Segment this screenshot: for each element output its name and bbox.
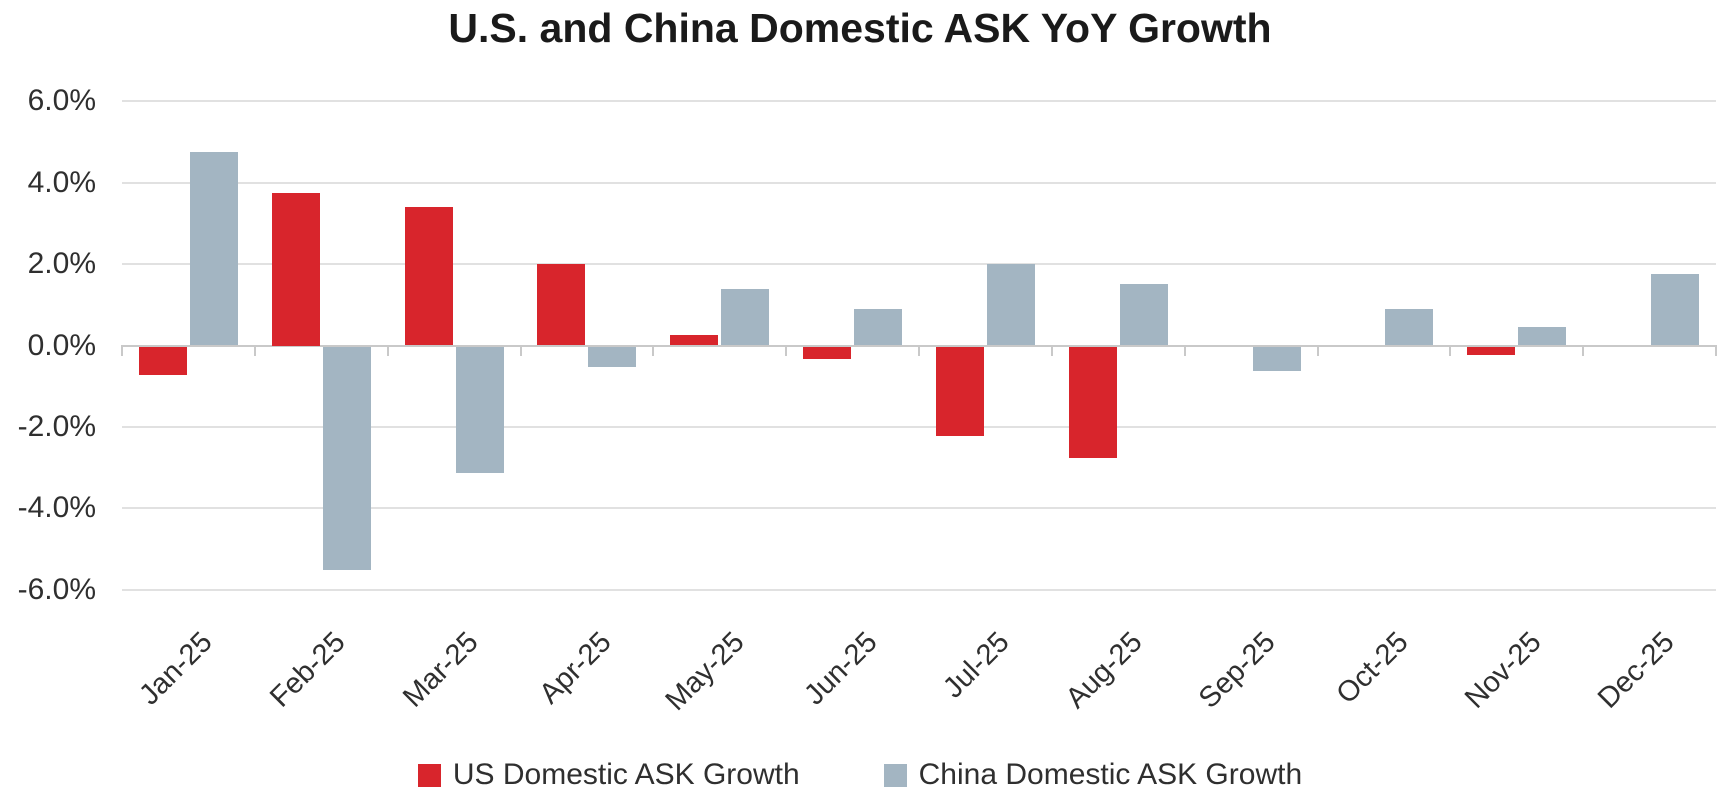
y-tick-label-4-0: 4.0% — [27, 165, 96, 199]
axis-tick — [1050, 344, 1053, 356]
bar-us-nov-25 — [1467, 346, 1516, 355]
bar-china-sep-25 — [1252, 346, 1301, 371]
bar-china-oct-25 — [1385, 308, 1434, 346]
legend-item-us-domestic-ask-growth: US Domestic ASK Growth — [417, 758, 800, 792]
y-tick-label-4-0: -4.0% — [17, 491, 96, 525]
bar-china-jun-25 — [854, 308, 903, 346]
bar-us-jul-25 — [935, 346, 984, 437]
bar-china-feb-25 — [322, 346, 371, 571]
legend: US Domestic ASK Growth China Domestic ASK… — [0, 758, 1720, 792]
gridline-6-0 — [122, 100, 1716, 103]
y-tick-label-6-0: 6.0% — [27, 84, 96, 118]
gridline-2-0 — [122, 425, 1716, 428]
bar-china-aug-25 — [1119, 284, 1168, 346]
bar-china-nov-25 — [1518, 327, 1567, 346]
bar-china-dec-25 — [1651, 274, 1700, 346]
legend-label-china-domestic-ask-growth: China Domestic ASK Growth — [918, 758, 1303, 791]
legend-item-china-domestic-ask-growth: China Domestic ASK Growth — [883, 758, 1303, 792]
bar-china-mar-25 — [455, 346, 504, 473]
gridline-2-0 — [122, 263, 1716, 266]
bar-us-feb-25 — [271, 192, 320, 346]
bar-us-jan-25 — [138, 346, 187, 375]
axis-tick — [918, 344, 920, 356]
axis-tick — [1316, 344, 1319, 356]
bar-china-jan-25 — [189, 152, 238, 346]
bar-china-jul-25 — [986, 264, 1035, 346]
axis-tick — [1183, 344, 1186, 356]
gridline-4-0 — [122, 181, 1716, 184]
y-tick-label-2-0: -2.0% — [17, 409, 96, 443]
y-tick-label-2-0: 2.0% — [27, 247, 96, 281]
y-tick-label-0-0: 0.0% — [27, 328, 96, 362]
bar-china-may-25 — [721, 288, 770, 346]
axis-tick — [785, 344, 788, 356]
axis-tick — [1449, 344, 1452, 356]
legend-label-us-domestic-ask-growth: US Domestic ASK Growth — [452, 758, 800, 791]
axis-tick — [519, 344, 522, 356]
gridline-6-0 — [122, 588, 1716, 591]
axis-tick — [1715, 344, 1717, 356]
bar-us-jun-25 — [803, 346, 852, 359]
gridline-4-0 — [122, 507, 1716, 510]
axis-tick — [121, 344, 123, 356]
bar-us-may-25 — [670, 335, 719, 346]
chart-title: U.S. and China Domestic ASK YoY Growth — [448, 5, 1272, 51]
axis-tick — [386, 344, 389, 356]
y-tick-label-6-0: -6.0% — [17, 572, 96, 606]
axis-tick — [1582, 344, 1585, 356]
axis-tick — [652, 344, 655, 356]
bar-us-mar-25 — [404, 207, 453, 346]
bar-us-aug-25 — [1068, 346, 1117, 459]
legend-swatch-china-domestic-ask-growth — [883, 763, 907, 787]
axis-tick — [253, 344, 256, 356]
bar-us-apr-25 — [537, 264, 586, 346]
bar-china-apr-25 — [588, 346, 637, 367]
legend-swatch-us-domestic-ask-growth — [417, 763, 441, 787]
